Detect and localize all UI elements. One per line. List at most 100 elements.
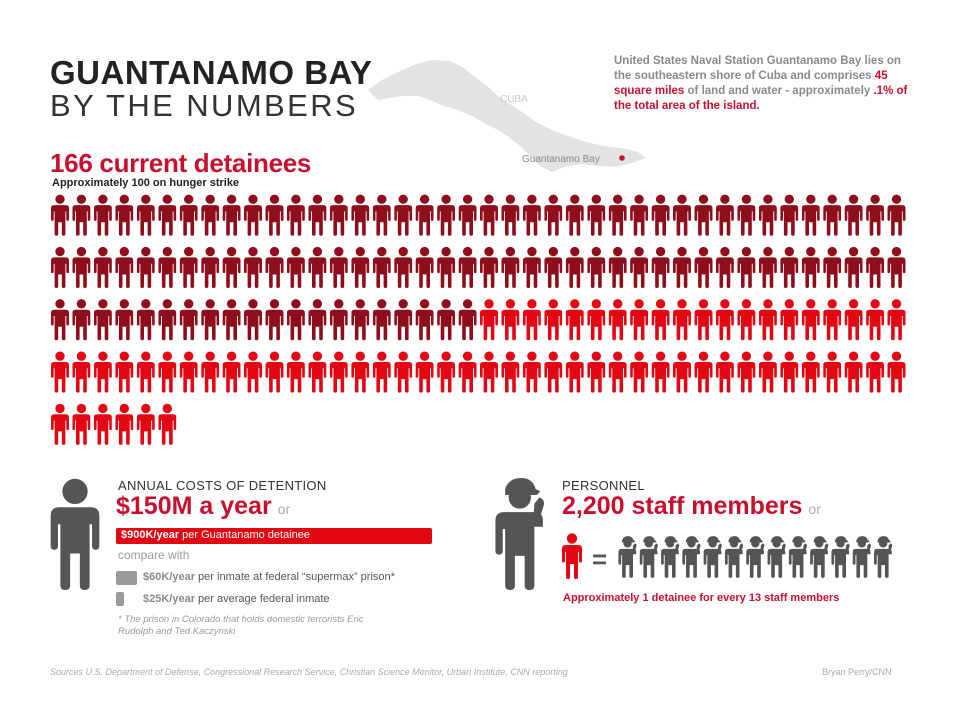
detainee-icon [758, 299, 777, 341]
detainee-icon [715, 351, 734, 393]
detainee-icon [544, 299, 563, 341]
hunger-striker-icon [887, 246, 906, 288]
hunger-striker-icon [544, 194, 563, 236]
hunger-striker-icon [158, 246, 177, 288]
map-country-label: CUBA [500, 94, 528, 105]
hunger-striker-icon [136, 299, 155, 341]
detainee-icon [844, 299, 863, 341]
hunger-striker-icon [372, 246, 391, 288]
hunger-striker-icon [265, 299, 284, 341]
detainee-icon [201, 351, 220, 393]
supermax-cost-bar [116, 571, 137, 585]
hunger-striker-icon [51, 299, 69, 341]
hunger-striker-icon [715, 194, 734, 236]
detainee-icon [801, 351, 820, 393]
hunger-striker-icon [480, 194, 498, 236]
detainee-cost-value: $900K/year [121, 529, 180, 541]
staff-member-icon [618, 536, 637, 578]
hunger-striker-icon [673, 246, 691, 288]
detainee-icon [265, 351, 284, 393]
hunger-striker-icon [179, 299, 198, 341]
detainee-icon [244, 351, 262, 393]
cuba-map: CUBA Guantanamo Bay [368, 60, 646, 172]
detainee-icon [844, 351, 863, 393]
detainee-icon [737, 299, 756, 341]
detainee-icon [823, 299, 842, 341]
hunger-striker-icon [823, 246, 842, 288]
staff-headline: 2,200 staff members or [562, 492, 821, 521]
hunger-striker-icon [201, 246, 220, 288]
hunger-striker-icon [222, 246, 241, 288]
hunger-striker-icon [244, 299, 262, 341]
average-cost-value: $25K/year [143, 593, 195, 605]
hunger-striker-icon [372, 299, 391, 341]
hunger-striker-icon [651, 246, 670, 288]
detainee-icon [544, 351, 563, 393]
hunger-striker-icon [222, 194, 241, 236]
detainee-icon [866, 351, 885, 393]
detainee-icon [72, 351, 91, 393]
hunger-striker-icon [737, 246, 756, 288]
detainee-icon [673, 351, 691, 393]
detainee-icon [522, 351, 541, 393]
detainee-icon [737, 351, 756, 393]
hunger-striker-icon [565, 194, 584, 236]
hunger-striker-icon [329, 299, 348, 341]
detainee-icon [93, 351, 112, 393]
hunger-striker-icon [265, 194, 284, 236]
hunger-striker-icon [201, 299, 220, 341]
average-cost-bar [116, 592, 124, 606]
hunger-striker-icon [866, 194, 885, 236]
intro-text-middle: of land and water - approximately [684, 85, 874, 97]
hunger-striker-icon [72, 299, 91, 341]
hunger-striker-icon [565, 246, 584, 288]
hunger-striker-icon [51, 194, 69, 236]
hunger-striker-icon [286, 299, 305, 341]
hunger-striker-icon [501, 246, 520, 288]
hunger-striker-icon [394, 194, 413, 236]
hunger-striker-icon [286, 246, 305, 288]
hunger-striker-icon [437, 299, 456, 341]
detainee-icon [51, 351, 69, 393]
staff-member-icon [831, 536, 850, 578]
detainee-icon [565, 351, 584, 393]
hunger-striker-icon [394, 299, 413, 341]
hunger-striker-icon [372, 194, 391, 236]
cost-or-word: or [277, 501, 291, 517]
hunger-striker-icon [158, 194, 177, 236]
detainee-icon [136, 403, 155, 445]
hunger-striker-icon [501, 194, 520, 236]
detainee-icon [758, 351, 777, 393]
detainee-icon [823, 351, 842, 393]
staff-member-icon [852, 536, 871, 578]
cost-headline: $150M a year or [116, 492, 290, 521]
hunger-striker-icon [758, 246, 777, 288]
detainee-icon [351, 351, 370, 393]
annual-cost-value: $150M a year [116, 492, 272, 520]
detainee-icon [501, 351, 520, 393]
hunger-striker-icon [329, 194, 348, 236]
hunger-striker-icon [115, 194, 134, 236]
hunger-striker-icon [630, 246, 649, 288]
hunger-striker-icon [286, 194, 305, 236]
intro-text: United States Naval Station Guantanamo B… [614, 54, 914, 114]
compare-label: compare with [118, 548, 190, 562]
staff-member-icon [810, 536, 829, 578]
detainee-icon [480, 299, 498, 341]
detainee-icon [222, 351, 241, 393]
detainee-icon [630, 351, 649, 393]
detainee-icon [286, 351, 305, 393]
hunger-striker-icon [458, 299, 477, 341]
hunger-striker-icon [201, 194, 220, 236]
detainee-icon [158, 403, 177, 445]
hunger-striker-icon [801, 194, 820, 236]
supermax-cost-label: per inmate at federal “supermax” prison* [195, 571, 395, 583]
detainee-pictogram [51, 194, 906, 445]
detainee-icon [394, 351, 413, 393]
staff-member-icon [639, 536, 658, 578]
detainee-icon [608, 299, 627, 341]
detainee-cost-text: $900K/year per Guantanamo detainee [121, 529, 310, 541]
detainee-icon [780, 351, 799, 393]
staff-count-value: 2,200 staff members [562, 492, 803, 520]
detainee-icon [587, 351, 606, 393]
